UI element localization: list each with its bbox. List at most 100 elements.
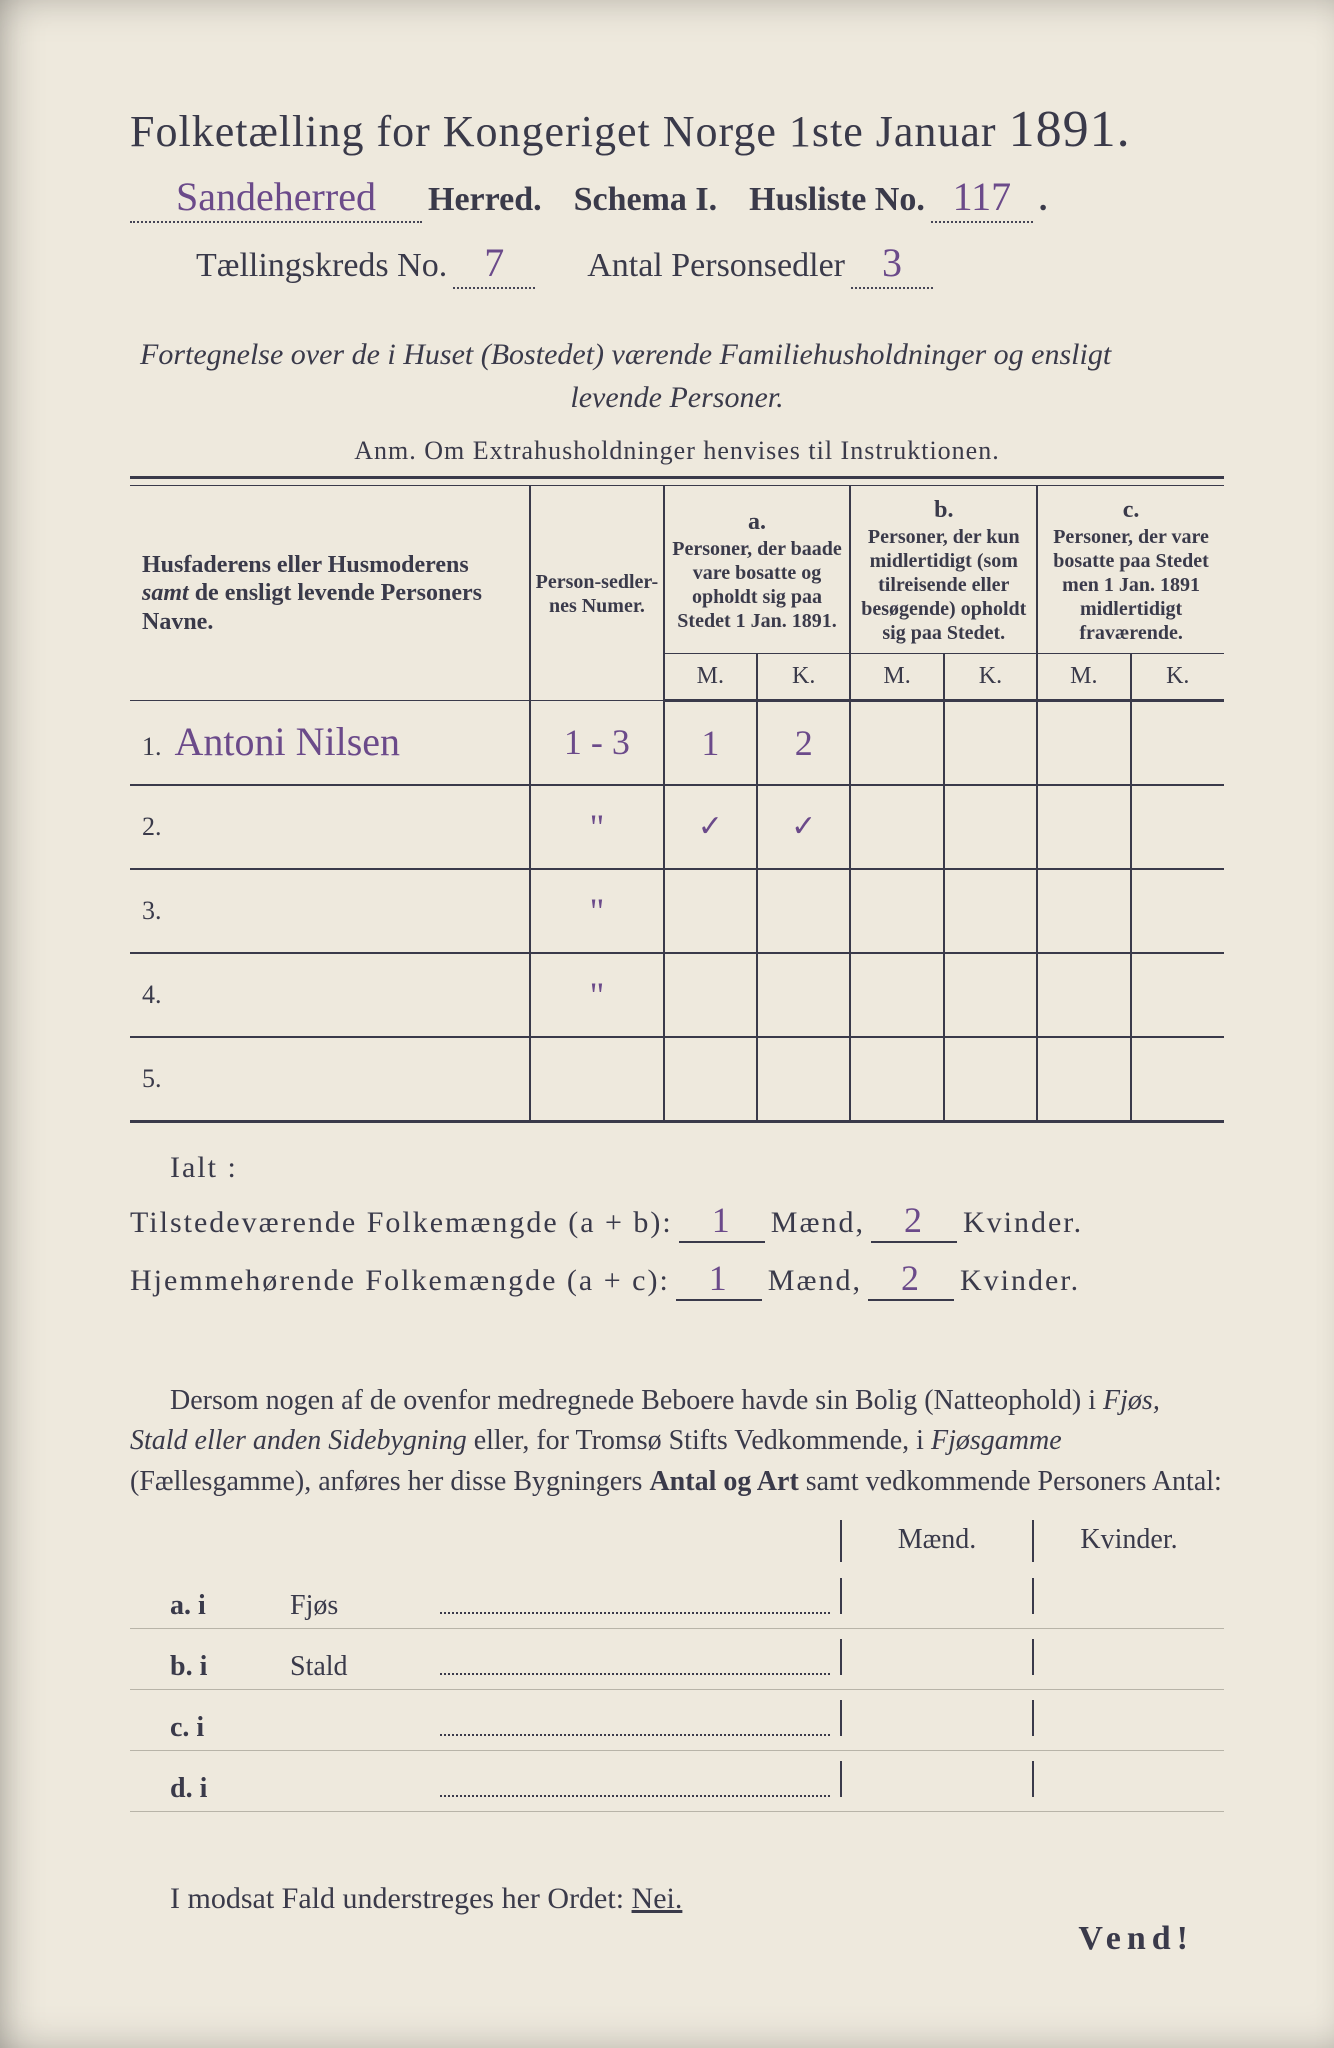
row3-cK xyxy=(1131,869,1224,953)
table-row: 4. " xyxy=(130,953,1224,1037)
mk-maend: Mænd. xyxy=(840,1520,1032,1562)
kvinder-label-2: Kvinder. xyxy=(960,1264,1080,1298)
household-table: Husfaderens eller Husmoderens samt de en… xyxy=(130,486,1224,1123)
row4-aM xyxy=(664,953,757,1037)
col-c-header: c. Personer, der vare bosatte paa Stedet… xyxy=(1037,486,1224,653)
maend-label-2: Mænd, xyxy=(768,1264,862,1298)
tkreds-field: 7 xyxy=(453,243,535,289)
row5-numer xyxy=(530,1037,663,1122)
abcd-block: a. i Fjøs b. i Stald c. i d. i xyxy=(130,1568,1224,1812)
table-row: 5. xyxy=(130,1037,1224,1122)
abcd-row-b: b. i Stald xyxy=(130,1629,1224,1690)
col-numer-header: Person-sedler-nes Numer. xyxy=(530,486,663,700)
b-k: K. xyxy=(944,653,1037,700)
census-form-page: Folketælling for Kongeriget Norge 1ste J… xyxy=(0,0,1334,2048)
row1-bM xyxy=(850,700,943,785)
dot: . xyxy=(1039,181,1048,219)
row2-numer: " xyxy=(530,785,663,869)
dots xyxy=(440,1651,830,1675)
intro-text: Fortegnelse over de i Huset (Bostedet) v… xyxy=(130,335,1224,418)
herred-value: Sandeherred xyxy=(176,177,376,217)
anm-text: Anm. Om Extrahusholdninger henvises til … xyxy=(130,436,1224,466)
row3-aK xyxy=(757,869,850,953)
totals-row-2: Hjemmehørende Folkemængde (a + c): 1 Mæn… xyxy=(130,1257,1224,1301)
title-year: 1891. xyxy=(1009,101,1131,158)
modsat-line: I modsat Fald understreges her Ordet: Ne… xyxy=(130,1882,1224,1916)
a-k xyxy=(1032,1578,1224,1614)
herred-label: Herred. xyxy=(428,181,542,219)
row4-name: 4. xyxy=(130,953,530,1037)
row2-name: 2. xyxy=(130,785,530,869)
row1-cK xyxy=(1131,700,1224,785)
tilstede-m: 1 xyxy=(679,1199,765,1243)
row3-bK xyxy=(944,869,1037,953)
tilstede-label: Tilstedeværende Folkemængde (a + b): xyxy=(130,1206,673,1240)
dots xyxy=(440,1590,830,1614)
row5-bK xyxy=(944,1037,1037,1122)
kvinder-label: Kvinder. xyxy=(963,1206,1083,1240)
col-b-header: b. Personer, der kun midlertidigt (som t… xyxy=(850,486,1037,653)
tilstede-k: 2 xyxy=(871,1199,957,1243)
row1-bK xyxy=(944,700,1037,785)
instruction-paragraph: Dersom nogen af de ovenfor medregnede Be… xyxy=(130,1381,1224,1503)
c-k: K. xyxy=(1131,653,1224,700)
d-m xyxy=(840,1761,1032,1797)
row2-bM xyxy=(850,785,943,869)
vend-label: Vend! xyxy=(1078,1920,1194,1958)
antal-value: 3 xyxy=(882,243,902,283)
row3-bM xyxy=(850,869,943,953)
row5-cM xyxy=(1037,1037,1130,1122)
husliste-value: 117 xyxy=(953,177,1012,217)
row4-cM xyxy=(1037,953,1130,1037)
antal-field: 3 xyxy=(851,243,933,289)
schema-label: Schema I. xyxy=(574,181,718,219)
antal-label: Antal Personsedler xyxy=(587,247,845,285)
header-row-2: Tællingskreds No. 7 Antal Personsedler 3 xyxy=(130,243,1224,289)
table-row: 2. " ✓ ✓ xyxy=(130,785,1224,869)
header-row-1: Sandeherred Herred. Schema I. Husliste N… xyxy=(130,177,1224,223)
intro-line1: Fortegnelse over de i Huset (Bostedet) v… xyxy=(140,338,1111,371)
intro-line2: levende Personer. xyxy=(140,378,1214,419)
b-k xyxy=(1032,1639,1224,1675)
mk-kvinder: Kvinder. xyxy=(1032,1520,1224,1562)
husliste-field: 117 xyxy=(931,177,1033,223)
row5-bM xyxy=(850,1037,943,1122)
row2-bK xyxy=(944,785,1037,869)
row3-name: 3. xyxy=(130,869,530,953)
row1-name: 1. Antoni Nilsen xyxy=(130,700,530,785)
abcd-row-d: d. i xyxy=(130,1751,1224,1812)
col-name-header: Husfaderens eller Husmoderens samt de en… xyxy=(130,486,530,700)
abcd-row-a: a. i Fjøs xyxy=(130,1568,1224,1629)
row5-name: 5. xyxy=(130,1037,530,1122)
table-body: 1. Antoni Nilsen 1 - 3 1 2 2. " ✓ ✓ xyxy=(130,700,1224,1121)
table-row: 1. Antoni Nilsen 1 - 3 1 2 xyxy=(130,700,1224,785)
b-m xyxy=(840,1639,1032,1675)
d-k xyxy=(1032,1761,1224,1797)
c-m: M. xyxy=(1037,653,1130,700)
row4-bK xyxy=(944,953,1037,1037)
hjemme-k: 2 xyxy=(868,1257,954,1301)
row2-aM: ✓ xyxy=(664,785,757,869)
herred-field: Sandeherred xyxy=(130,177,422,223)
row4-numer: " xyxy=(530,953,663,1037)
row3-numer: " xyxy=(530,869,663,953)
tkreds-label: Tællingskreds No. xyxy=(196,247,447,285)
tkreds-value: 7 xyxy=(484,243,504,283)
mk-header: Mænd. Kvinder. xyxy=(130,1520,1224,1562)
row2-cK xyxy=(1131,785,1224,869)
row4-bM xyxy=(850,953,943,1037)
row2-cM xyxy=(1037,785,1130,869)
row1-cM xyxy=(1037,700,1130,785)
form-title: Folketælling for Kongeriget Norge 1ste J… xyxy=(130,100,1224,159)
title-prefix: Folketælling for Kongeriget Norge 1ste J… xyxy=(130,107,1009,156)
a-k: K. xyxy=(757,653,850,700)
row5-aK xyxy=(757,1037,850,1122)
totals-row-1: Tilstedeværende Folkemængde (a + b): 1 M… xyxy=(130,1199,1224,1243)
table-row: 3. " xyxy=(130,869,1224,953)
row1-aM: 1 xyxy=(664,700,757,785)
c-k xyxy=(1032,1700,1224,1736)
nei-word: Nei. xyxy=(632,1882,683,1915)
c-m xyxy=(840,1700,1032,1736)
row1-aK: 2 xyxy=(757,700,850,785)
row1-numer: 1 - 3 xyxy=(530,700,663,785)
